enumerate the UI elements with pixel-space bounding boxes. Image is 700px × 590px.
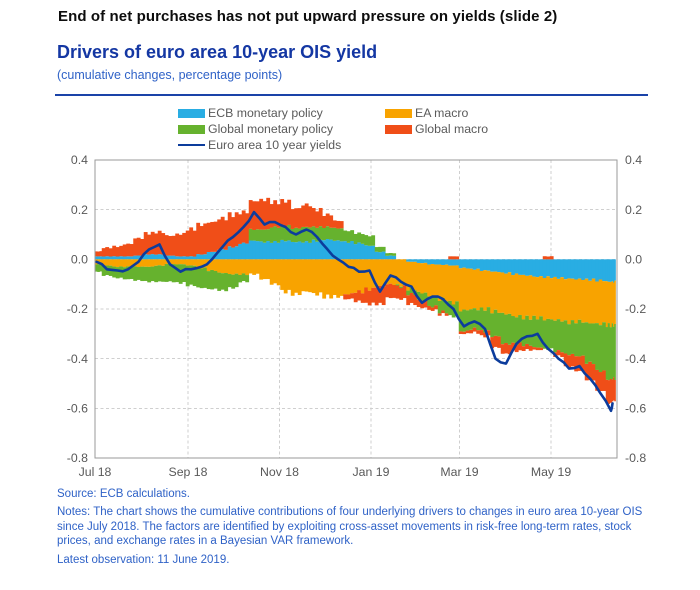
svg-text:0.4: 0.4 [625,153,642,167]
svg-text:-0.8: -0.8 [67,451,88,465]
notes-text: Notes: The chart shows the cumulative co… [57,506,643,548]
chart-legend: ECB monetary policy EA macro Global mone… [178,105,488,153]
ois-yield-stacked-chart: 0.4 0.4 0.2 0.2 0.0 0.0 -0.2 -0.2 -0.4 -0.4 -0.6 -0… [67,153,647,479]
svg-text:0.2: 0.2 [625,203,642,217]
legend-item-ea-macro: EA macro [385,105,488,121]
chart-title: Drivers of euro area 10-year OIS yield [57,42,378,62]
latest-observation: Latest observation: 11 June 2019. [57,553,230,566]
legend-item-yield-line: Euro area 10 year yields [178,137,385,153]
chart-subtitle: (cumulative changes, percentage points) [57,68,283,82]
legend-swatch-global-macro [385,124,412,134]
legend-item-global-monetary-policy: Global monetary policy [178,121,385,137]
legend-swatch-global-mp [178,124,205,134]
legend-label-yield-line: Euro area 10 year yields [208,138,342,152]
svg-text:-0.2: -0.2 [67,302,88,316]
svg-text:-0.6: -0.6 [67,402,88,416]
svg-text:-0.2: -0.2 [625,302,646,316]
source-note: Source: ECB calculations. [57,488,190,500]
svg-text:May 19: May 19 [531,465,571,479]
legend-swatch-yield-line [178,143,205,147]
svg-text:-0.6: -0.6 [625,402,646,416]
chart-footer: Source: ECB calculations. Notes: The cha… [57,487,651,571]
svg-text:-0.4: -0.4 [67,352,88,366]
legend-item-global-macro: Global macro [385,121,488,137]
legend-label-ecb: ECB monetary policy [208,106,323,120]
legend-swatch-ea-macro [385,108,412,118]
svg-text:0.4: 0.4 [71,153,88,167]
svg-text:Mar 19: Mar 19 [440,465,478,479]
svg-text:Jul 18: Jul 18 [79,465,112,479]
svg-text:0.0: 0.0 [625,253,642,267]
svg-text:Jan 19: Jan 19 [353,465,390,479]
title-rule [55,94,648,96]
page-title: End of net purchases has not put upward … [58,8,558,25]
legend-label-global-macro: Global macro [415,122,489,136]
svg-text:0.2: 0.2 [71,203,88,217]
legend-label-ea-macro: EA macro [415,106,469,120]
legend-item-ecb-monetary-policy: ECB monetary policy [178,105,385,121]
legend-label-global-mp: Global monetary policy [208,122,334,136]
svg-text:0.0: 0.0 [71,253,88,267]
svg-text:-0.4: -0.4 [625,352,646,366]
legend-swatch-ecb [178,108,205,118]
svg-text:Nov 18: Nov 18 [260,465,299,479]
svg-text:-0.8: -0.8 [625,451,646,465]
svg-text:Sep 18: Sep 18 [169,465,208,479]
